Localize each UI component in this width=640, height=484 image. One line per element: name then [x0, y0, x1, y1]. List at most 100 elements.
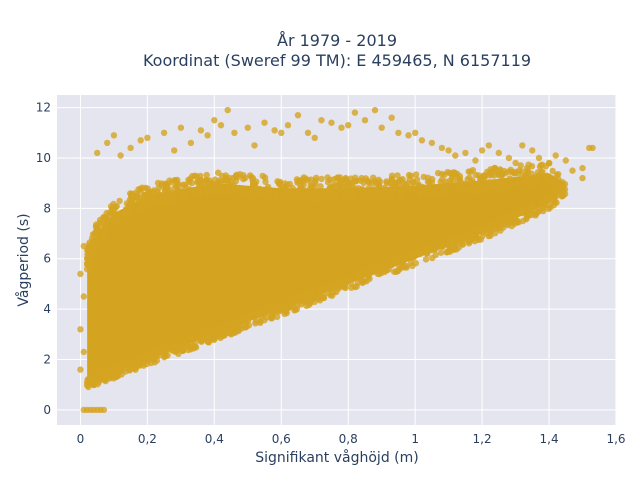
data-point [552, 152, 559, 159]
y-axis-label: Vågperiod (s) [15, 213, 32, 306]
x-tick-label: 1,4 [540, 432, 559, 446]
x-tick-label: 0,4 [205, 432, 224, 446]
data-point [485, 224, 492, 231]
data-point [351, 109, 359, 116]
data-point [311, 134, 318, 141]
data-point [499, 216, 507, 223]
data-point [318, 175, 325, 183]
data-point [498, 175, 505, 183]
x-tick-label: 0,8 [339, 432, 358, 446]
data-point [129, 196, 137, 204]
data-point [166, 344, 173, 351]
data-point [431, 245, 439, 253]
data-point [103, 216, 111, 223]
data-point [77, 326, 84, 333]
data-point [279, 185, 287, 192]
x-axis-label: Signifikant våghöjd (m) [255, 449, 418, 466]
data-point [161, 353, 168, 360]
data-point [336, 187, 344, 194]
data-point [160, 194, 167, 201]
data-point [422, 256, 430, 263]
data-point [438, 170, 445, 178]
data-point [545, 159, 553, 167]
data-point [110, 132, 118, 139]
data-point [323, 285, 330, 292]
data-point [446, 177, 454, 184]
chart-title-line1: År 1979 - 2019 [277, 31, 397, 50]
data-point [345, 122, 352, 129]
data-point [84, 255, 91, 262]
data-point [218, 172, 226, 180]
data-point [217, 184, 225, 191]
data-point [95, 378, 103, 386]
data-point [463, 186, 470, 193]
data-point [371, 268, 378, 275]
data-point [330, 283, 337, 291]
data-point [301, 298, 308, 305]
data-point [341, 176, 348, 183]
data-point [407, 251, 415, 258]
data-point [467, 168, 474, 175]
data-point [274, 178, 281, 185]
data-point [355, 271, 362, 278]
data-point [305, 301, 313, 308]
data-point [407, 259, 415, 266]
data-point [452, 152, 459, 159]
data-point [215, 326, 222, 333]
data-point [395, 129, 402, 136]
data-point [286, 194, 294, 201]
data-point [477, 185, 484, 192]
data-point [428, 179, 436, 186]
data-point [194, 179, 201, 186]
data-point [80, 293, 88, 300]
data-point [437, 249, 445, 256]
data-point [545, 205, 552, 213]
data-point [306, 186, 313, 193]
data-point [170, 198, 178, 205]
data-point [243, 314, 250, 321]
data-point [282, 302, 289, 309]
y-tick-label: 0 [43, 403, 51, 417]
data-point [416, 190, 423, 197]
data-point [102, 375, 109, 382]
data-point [317, 183, 324, 190]
data-point [304, 129, 312, 136]
data-point [294, 112, 302, 119]
data-point [127, 358, 134, 365]
data-point [362, 195, 369, 202]
data-point [445, 147, 452, 154]
data-point [408, 172, 415, 180]
data-point [284, 122, 292, 129]
data-point [291, 304, 298, 311]
data-point [561, 186, 569, 193]
data-point [83, 265, 91, 273]
data-point [508, 181, 515, 188]
data-point [456, 183, 463, 190]
data-point [481, 175, 488, 182]
data-point [193, 192, 200, 199]
data-point [154, 188, 161, 196]
data-point [429, 254, 436, 262]
data-point [343, 276, 351, 283]
data-point [91, 248, 98, 255]
data-point [323, 193, 330, 200]
data-point [415, 181, 422, 188]
data-point [438, 183, 445, 190]
data-point [271, 127, 278, 134]
data-point [251, 310, 258, 317]
data-point [300, 190, 307, 198]
data-point [94, 149, 101, 157]
data-point [519, 206, 526, 213]
data-point [93, 237, 101, 244]
data-point [306, 192, 313, 199]
data-point [261, 174, 269, 181]
data-point [87, 377, 95, 384]
data-point [538, 197, 545, 204]
data-point [236, 188, 243, 195]
data-point [420, 173, 427, 181]
data-point [238, 325, 246, 332]
data-point [451, 169, 459, 176]
data-point [439, 243, 446, 251]
data-point [251, 142, 258, 149]
data-point [187, 139, 195, 147]
